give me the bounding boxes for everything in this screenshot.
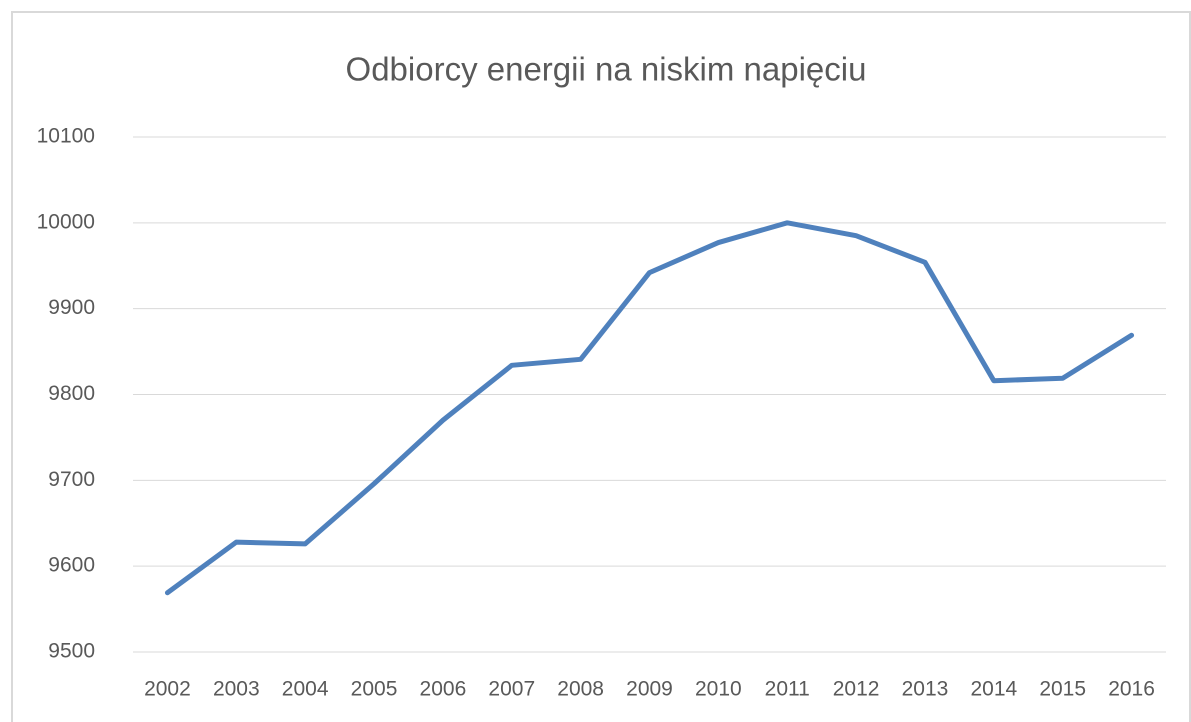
- y-tick-label: 9900: [48, 296, 95, 319]
- y-tick-label: 9500: [48, 640, 95, 663]
- x-tick-label: 2006: [420, 678, 467, 701]
- y-tick-label: 9700: [48, 468, 95, 491]
- x-tick-label: 2004: [282, 678, 329, 701]
- y-tick-label: 10000: [37, 210, 95, 233]
- x-tick-label: 2015: [1039, 678, 1086, 701]
- x-tick-label: 2012: [833, 678, 880, 701]
- x-tick-label: 2016: [1108, 678, 1155, 701]
- x-tick-label: 2003: [213, 678, 260, 701]
- y-tick-label: 9600: [48, 554, 95, 577]
- x-tick-label: 2007: [488, 678, 535, 701]
- x-tick-label: 2013: [902, 678, 949, 701]
- x-tick-label: 2009: [626, 678, 673, 701]
- data-line: [164, 220, 1135, 596]
- x-tick-label: 2011: [765, 678, 810, 701]
- chart-title: Odbiorcy energii na niskim napięciu: [346, 51, 867, 88]
- x-tick-label: 2005: [351, 678, 398, 701]
- y-tick-label: 10100: [37, 125, 95, 148]
- chart-frame: [11, 11, 1191, 722]
- x-tick-label: 2010: [695, 678, 742, 701]
- x-tick-label: 2002: [144, 678, 191, 701]
- x-tick-label: 2014: [970, 678, 1017, 701]
- y-tick-label: 9800: [48, 382, 95, 405]
- x-tick-label: 2008: [557, 678, 604, 701]
